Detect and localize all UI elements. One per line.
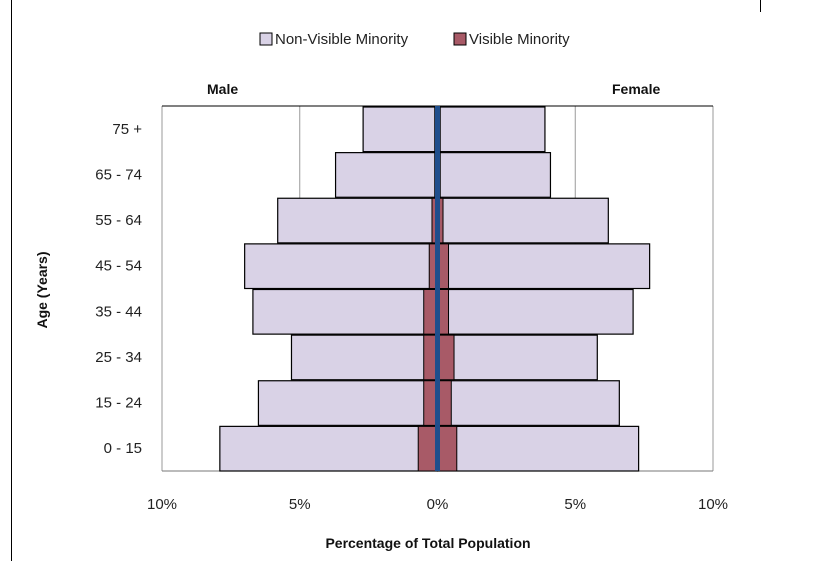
- x-tick-label: 10%: [698, 496, 728, 513]
- bar-female-non-visible-minority: [436, 380, 620, 426]
- bar-male-non-visible-minority: [257, 380, 439, 426]
- page-frame-tick: [760, 0, 761, 12]
- category-label: 75 +: [112, 121, 142, 138]
- x-tick-label: 5%: [289, 496, 311, 513]
- category-label: 15 - 24: [95, 395, 142, 412]
- bar-male-non-visible-minority: [277, 197, 439, 244]
- legend-swatch-visible-minority: [453, 32, 467, 46]
- center-axis-line: [435, 106, 440, 471]
- bar-female-visible-minority: [437, 425, 458, 472]
- bar-male-non-visible-minority: [244, 243, 439, 290]
- bar-female-non-visible-minority: [436, 334, 598, 381]
- legend-label-non-visible-minority: Non-Visible Minority: [275, 31, 409, 48]
- legend: Non-Visible Minority Visible Minority: [259, 31, 570, 48]
- legend-label-visible-minority: Visible Minority: [469, 31, 570, 48]
- bar-male-non-visible-minority: [290, 334, 439, 381]
- bar-female-non-visible-minority: [436, 197, 609, 244]
- x-tick-label: 10%: [147, 496, 177, 513]
- category-labels: 0 - 15 15 - 24 25 - 34 35 - 44 45 - 54 55 - 6…: [95, 121, 142, 457]
- category-label: 55 - 64: [95, 212, 142, 229]
- category-label: 25 - 34: [95, 349, 142, 366]
- x-tick-label: 5%: [564, 496, 586, 513]
- bar-male-non-visible-minority: [334, 152, 439, 198]
- x-tick-labels: 10% 5% 0% 5% 10%: [147, 496, 728, 513]
- x-axis-label: Percentage of Total Population: [325, 535, 530, 551]
- bar-male-non-visible-minority: [252, 288, 439, 335]
- bar-female-non-visible-minority: [436, 243, 651, 290]
- bar-male-non-visible-minority: [219, 425, 439, 472]
- bars: [219, 106, 651, 472]
- bar-female-non-visible-minority: [436, 288, 634, 335]
- category-label: 65 - 74: [95, 166, 142, 183]
- bar-male-non-visible-minority: [362, 106, 439, 153]
- bar-male-visible-minority: [417, 425, 438, 472]
- legend-swatch-non-visible-minority: [259, 32, 273, 46]
- female-side-label: Female: [612, 81, 660, 97]
- bar-female-non-visible-minority: [436, 425, 640, 472]
- x-tick-label: 0%: [427, 496, 449, 513]
- bar-female-non-visible-minority: [436, 106, 546, 153]
- category-label: 45 - 54: [95, 258, 142, 275]
- male-side-label: Male: [207, 81, 238, 97]
- bar-female-non-visible-minority: [436, 152, 552, 198]
- y-axis-label: Age (Years): [34, 251, 50, 328]
- category-label: 35 - 44: [95, 303, 142, 320]
- category-label: 0 - 15: [104, 440, 142, 457]
- page-frame-left-border: [11, 0, 12, 561]
